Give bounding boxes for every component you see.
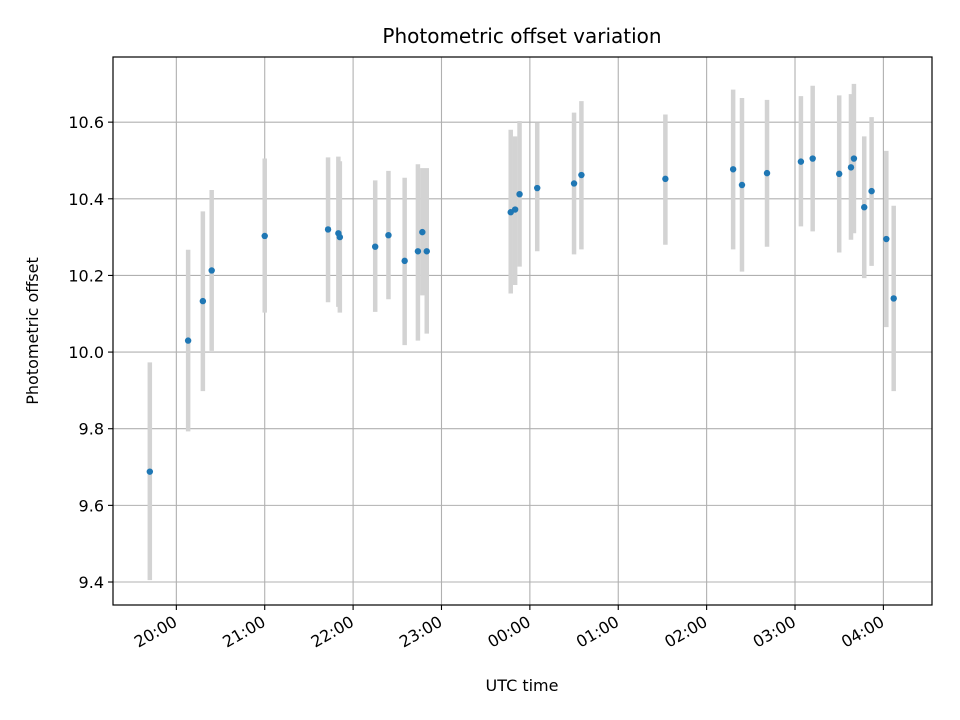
data-point <box>729 166 737 173</box>
data-point <box>738 181 746 189</box>
data-point <box>336 233 344 241</box>
data-point <box>861 204 868 211</box>
data-point <box>324 226 332 233</box>
data-point <box>890 295 897 302</box>
data-point <box>797 158 805 165</box>
y-axis-label: Photometric offset <box>23 257 42 405</box>
data-point <box>847 164 855 171</box>
y-tick-label: 10.4 <box>68 190 104 209</box>
data-point <box>883 235 890 243</box>
data-point <box>414 248 422 255</box>
data-points <box>146 155 897 475</box>
data-point <box>261 232 268 240</box>
data-point <box>208 267 215 274</box>
y-tick-label: 9.8 <box>79 420 104 439</box>
chart-title: Photometric offset variation <box>382 24 661 48</box>
y-tick-label: 9.4 <box>79 573 104 592</box>
y-axis-ticks: 9.4 9.6 9.8 10.0 10.2 10.4 10.6 <box>68 113 113 592</box>
data-point <box>662 175 669 183</box>
data-point <box>401 257 408 265</box>
data-point <box>199 297 207 305</box>
data-point <box>578 171 585 179</box>
x-axis-label: UTC time <box>486 676 559 695</box>
data-point <box>534 184 541 192</box>
data-point <box>419 228 426 236</box>
y-tick-label: 10.6 <box>68 113 104 132</box>
data-point <box>809 155 816 162</box>
data-point <box>371 243 379 250</box>
data-point <box>423 248 430 255</box>
data-point <box>516 190 523 198</box>
plot-frame <box>112 56 933 606</box>
data-point <box>385 231 392 239</box>
data-point <box>184 337 192 344</box>
data-point <box>835 170 843 178</box>
grid <box>113 57 932 605</box>
data-point <box>146 468 154 475</box>
data-point <box>511 206 519 213</box>
y-tick-label: 9.6 <box>79 496 104 515</box>
y-tick-label: 10.0 <box>68 343 104 362</box>
data-point <box>763 169 771 177</box>
data-point <box>868 187 875 195</box>
y-tick-label: 10.2 <box>68 266 104 285</box>
data-point <box>850 155 858 162</box>
data-point <box>570 180 578 187</box>
